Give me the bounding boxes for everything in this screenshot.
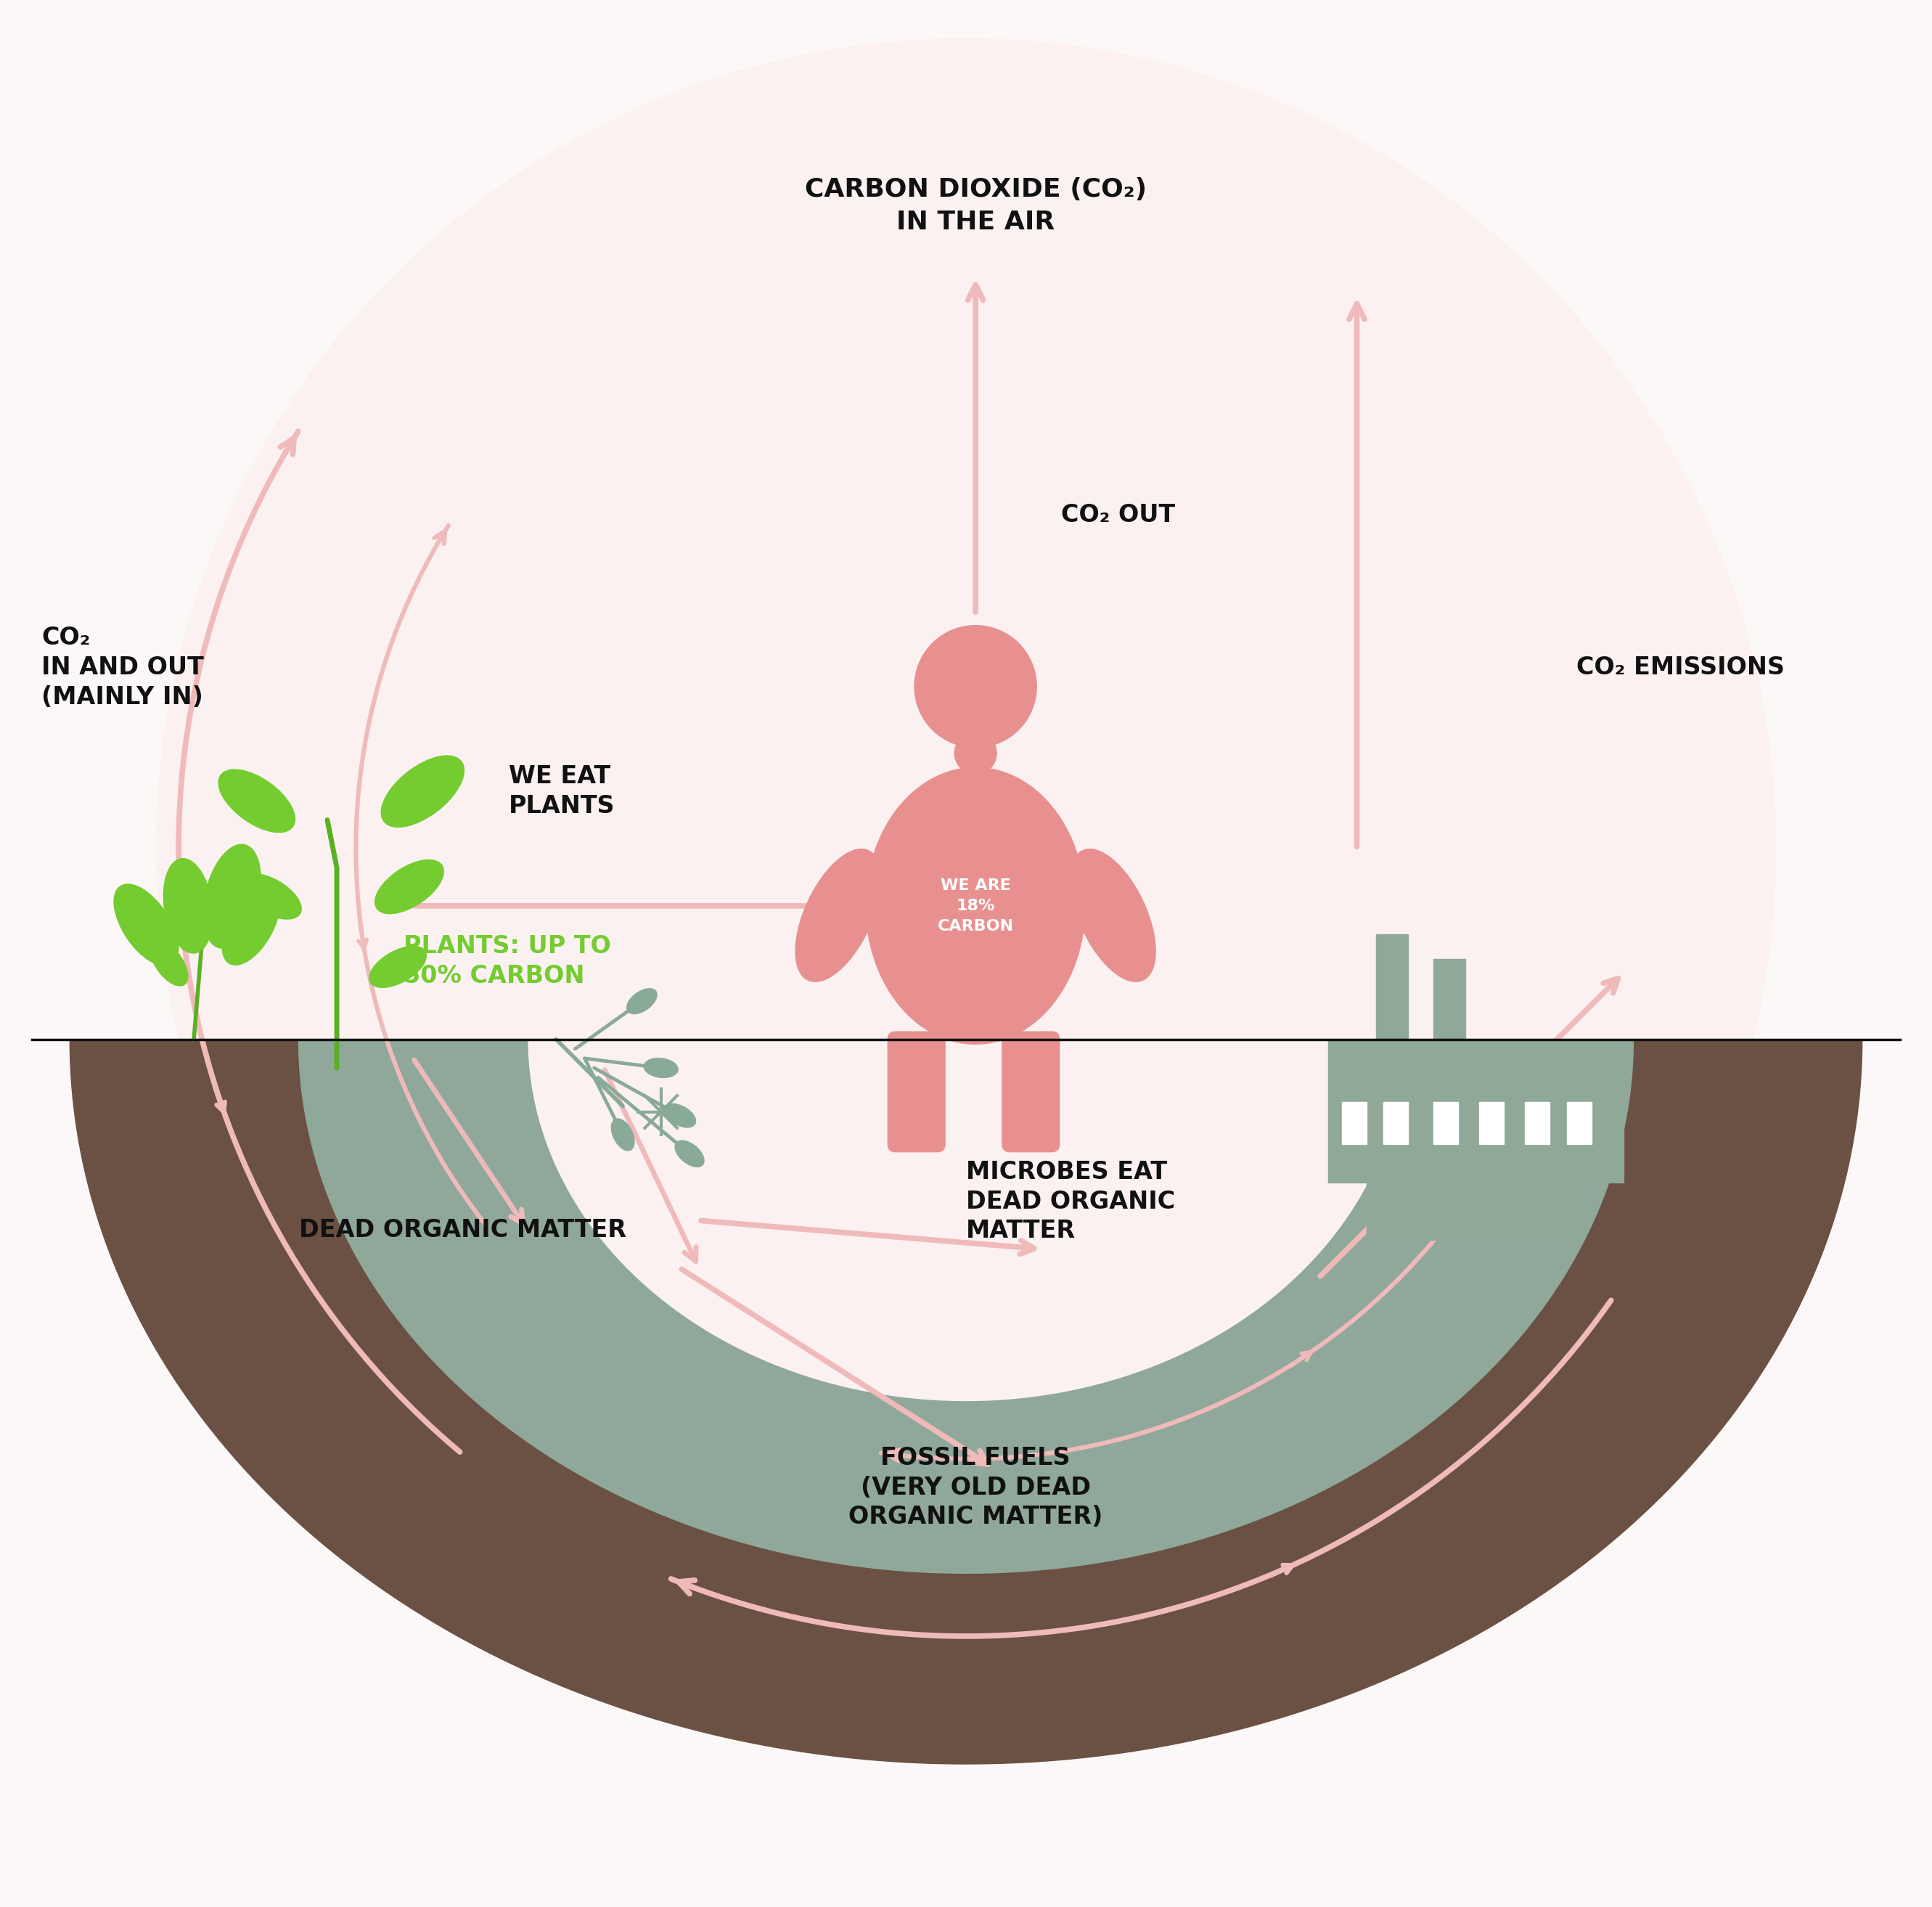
- Bar: [1383, 1102, 1408, 1144]
- Text: CO₂ OUT: CO₂ OUT: [1061, 503, 1175, 526]
- Polygon shape: [299, 1039, 1633, 1573]
- Ellipse shape: [643, 1058, 678, 1077]
- Ellipse shape: [665, 1104, 696, 1127]
- Circle shape: [156, 38, 1776, 1659]
- FancyBboxPatch shape: [1003, 1032, 1059, 1152]
- Polygon shape: [70, 1039, 1862, 1764]
- Text: WE EAT
PLANTS: WE EAT PLANTS: [508, 765, 614, 818]
- Ellipse shape: [222, 885, 280, 965]
- Text: DEAD ORGANIC MATTER: DEAD ORGANIC MATTER: [299, 1219, 626, 1241]
- Bar: [1434, 959, 1466, 1039]
- Bar: [1376, 934, 1408, 1039]
- Bar: [1434, 1102, 1459, 1144]
- Text: CO₂
IN AND OUT
(MAINLY IN): CO₂ IN AND OUT (MAINLY IN): [41, 625, 203, 709]
- Ellipse shape: [203, 845, 261, 948]
- Bar: [1329, 1039, 1623, 1182]
- Ellipse shape: [114, 885, 178, 965]
- Bar: [1567, 1102, 1592, 1144]
- Text: CARBON DIOXIDE (CO₂)
IN THE AIR: CARBON DIOXIDE (CO₂) IN THE AIR: [804, 177, 1146, 235]
- Ellipse shape: [381, 755, 464, 828]
- Ellipse shape: [611, 1119, 634, 1150]
- Ellipse shape: [626, 988, 657, 1015]
- Ellipse shape: [369, 946, 427, 988]
- Ellipse shape: [1070, 849, 1155, 982]
- Bar: [1366, 1173, 1577, 1240]
- Ellipse shape: [218, 770, 296, 831]
- Circle shape: [914, 625, 1037, 748]
- Bar: [1524, 1102, 1549, 1144]
- Ellipse shape: [866, 767, 1086, 1045]
- Ellipse shape: [796, 849, 881, 982]
- Ellipse shape: [164, 858, 213, 954]
- Ellipse shape: [240, 873, 301, 919]
- Ellipse shape: [375, 860, 444, 913]
- Ellipse shape: [674, 1140, 703, 1167]
- Text: WE ARE
18%
CARBON: WE ARE 18% CARBON: [937, 879, 1014, 933]
- Text: CO₂ EMISSIONS: CO₂ EMISSIONS: [1577, 656, 1785, 679]
- Text: MICROBES EAT
DEAD ORGANIC
MATTER: MICROBES EAT DEAD ORGANIC MATTER: [966, 1159, 1175, 1243]
- Ellipse shape: [954, 732, 997, 774]
- Bar: [1341, 1102, 1366, 1144]
- Bar: [1478, 1102, 1503, 1144]
- Text: FOSSIL FUELS
(VERY OLD DEAD
ORGANIC MATTER): FOSSIL FUELS (VERY OLD DEAD ORGANIC MATT…: [848, 1446, 1103, 1529]
- Text: PLANTS: UP TO
50% CARBON: PLANTS: UP TO 50% CARBON: [404, 934, 611, 988]
- FancyBboxPatch shape: [889, 1032, 945, 1152]
- Ellipse shape: [151, 940, 187, 986]
